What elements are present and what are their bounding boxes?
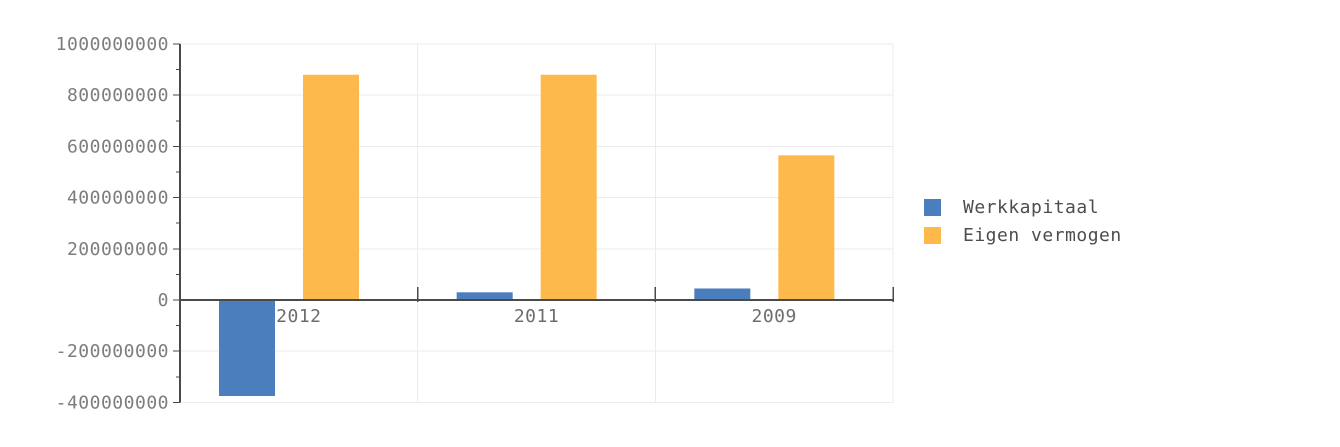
legend-item-eigen-vermogen: Eigen vermogen xyxy=(924,225,1122,246)
y-tick-label: 600000000 xyxy=(67,136,169,157)
bar-eigen-vermogen-2012 xyxy=(303,74,359,300)
y-tick-label: 0 xyxy=(158,290,169,311)
x-category-label: 2012 xyxy=(276,306,321,327)
legend-label-eigen-vermogen: Eigen vermogen xyxy=(963,225,1122,246)
y-tick-label: 1000000000 xyxy=(56,34,169,55)
bar-werkkapitaal-2012 xyxy=(219,300,275,396)
y-tick-label: -200000000 xyxy=(56,341,169,362)
x-category-label: 2009 xyxy=(751,306,796,327)
bar-eigen-vermogen-2009 xyxy=(778,155,835,300)
y-tick-label: -400000000 xyxy=(56,392,169,413)
chart-legend: Werkkapitaal Eigen vermogen xyxy=(924,199,1122,255)
legend-item-werkkapitaal: Werkkapitaal xyxy=(924,197,1122,218)
legend-swatch-werkkapitaal xyxy=(924,199,941,216)
y-tick-label: 200000000 xyxy=(67,239,169,260)
legend-label-werkkapitaal: Werkkapitaal xyxy=(963,197,1100,218)
legend-swatch-eigen-vermogen xyxy=(924,227,941,244)
bar-werkkapitaal-2011 xyxy=(456,292,513,300)
y-tick-label: 800000000 xyxy=(67,85,169,106)
bar-werkkapitaal-2009 xyxy=(694,288,751,300)
y-tick-label: 400000000 xyxy=(67,188,169,209)
bar-eigen-vermogen-2011 xyxy=(540,74,597,300)
x-category-label: 2011 xyxy=(514,306,559,327)
